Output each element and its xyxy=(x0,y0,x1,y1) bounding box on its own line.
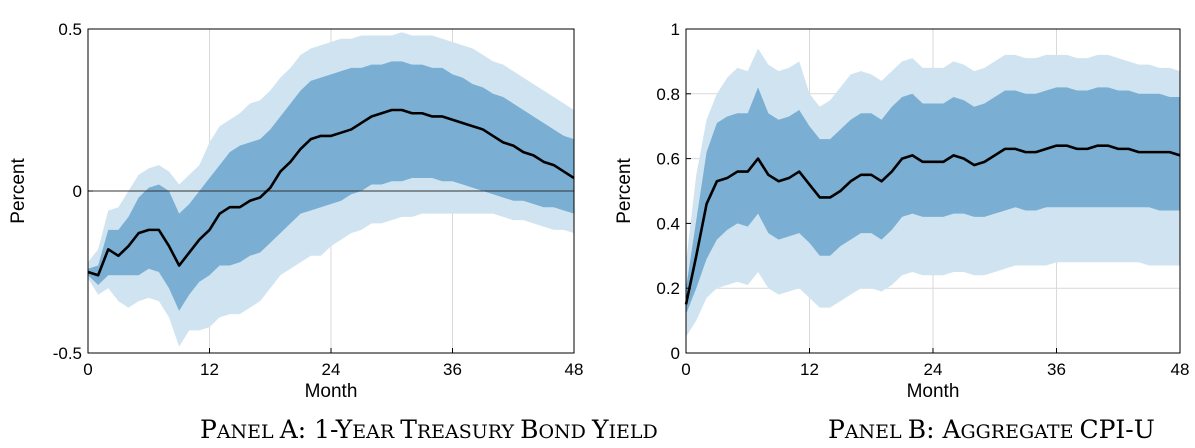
panel-b-caption: PANEL B: AGGREGATE CPI-U xyxy=(828,415,1155,444)
panel-b-ytick-label-3: 0.6 xyxy=(656,150,680,169)
panel-a-caption-part-7: OND xyxy=(538,421,591,443)
panel-a-caption-part-8: Y xyxy=(591,415,609,444)
panel-a-xtick-label-3: 36 xyxy=(443,360,462,379)
panel-b-xtick-label-3: 36 xyxy=(1047,360,1066,379)
panel-a-point-estimate-line xyxy=(87,108,575,277)
panel-b-xtick-label-1: 12 xyxy=(800,360,819,379)
panel-b-caption-part-1: ANEL xyxy=(844,421,908,443)
panel-b-caption-part-3: GGREGATE xyxy=(961,421,1080,443)
panel-a-xtick-label-1: 12 xyxy=(200,360,219,379)
panel-b-point-estimate-line xyxy=(684,144,1181,305)
panel-a-xtick-label-0: 0 xyxy=(83,360,92,379)
panel-b-ytick-label-4: 0.8 xyxy=(656,85,680,104)
panel-a-xtick-label-4: 48 xyxy=(565,360,584,379)
panel-b-ytick-label-1: 0.2 xyxy=(656,279,680,298)
panel-a-y-axis-label: Percent xyxy=(8,158,29,224)
panel-b-y-axis-label: Percent xyxy=(614,158,635,224)
panel-b-xtick-label-4: 48 xyxy=(1171,360,1190,379)
panel-a-inner-confidence-band xyxy=(88,61,574,311)
panel-b-xtick-label-2: 24 xyxy=(924,360,943,379)
panel-a-caption-part-4: T xyxy=(400,415,417,444)
panel-a-caption-part-2: A: 1-Y xyxy=(279,415,353,444)
panel-b-ytick-label-5: 1 xyxy=(671,20,680,39)
panel-b-inner-confidence-band xyxy=(686,87,1180,315)
panel-b-chart: 0 12 24 36 48 0 0.2 0.4 0.6 0.8 1 Month Percent PANEL… xyxy=(614,20,1189,444)
panel-b-xtick-label-0: 0 xyxy=(681,360,690,379)
panel-b-x-axis-label: Month xyxy=(907,381,960,402)
panel-a-caption-part-6: B xyxy=(520,415,538,444)
panel-a-caption-part-0: P xyxy=(200,415,217,444)
panel-a-caption-part-1: ANEL xyxy=(216,421,280,443)
panel-a-ytick-label-2: 0.5 xyxy=(58,20,82,39)
panel-b-caption-part-0: P xyxy=(828,415,845,444)
panel-b-ytick-label-2: 0.4 xyxy=(656,214,680,233)
panel-b-caption-part-2: B: A xyxy=(908,415,962,444)
panel-b-ytick-label-0: 0 xyxy=(671,344,680,363)
panel-a-caption-part-9: IELD xyxy=(608,421,657,443)
panel-a-ytick-label-0: -0.5 xyxy=(53,344,82,363)
panel-a-ytick-label-1: 0 xyxy=(73,182,82,201)
panel-a-x-axis-label: Month xyxy=(305,381,358,402)
panel-a-caption-part-3: EAR xyxy=(352,421,400,443)
panel-a-xtick-label-2: 24 xyxy=(322,360,341,379)
panel-a-caption-part-5: REASURY xyxy=(417,421,520,443)
panel-a-caption: PANEL A: 1-YEAR TREASURY BOND YIELD xyxy=(200,415,658,444)
panel-b-caption-part-4: CPI-U xyxy=(1079,415,1154,444)
